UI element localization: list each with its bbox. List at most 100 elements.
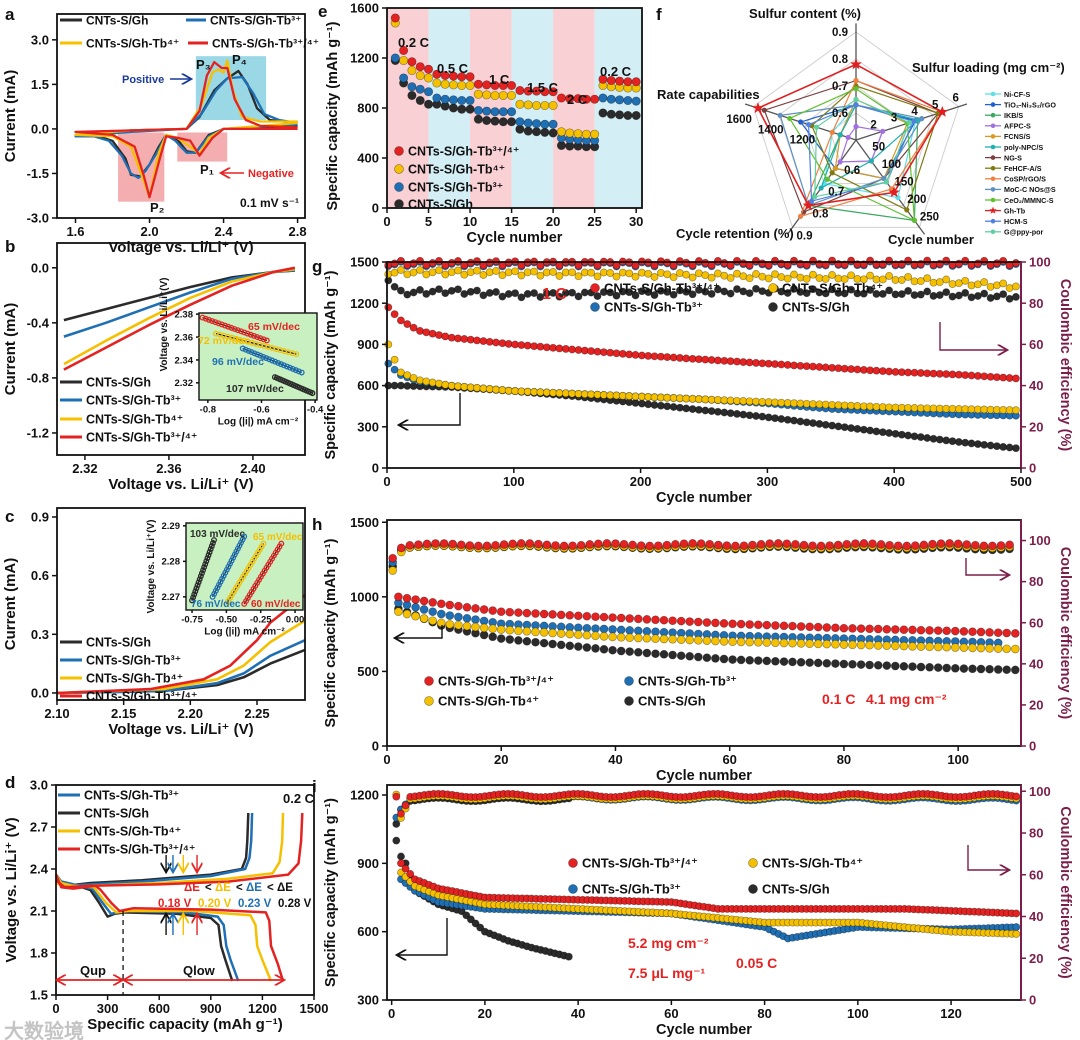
- tafel-point: [263, 337, 270, 344]
- legend-marker: [990, 134, 996, 139]
- ce-point: [473, 266, 481, 275]
- data-point: [598, 74, 608, 84]
- capacity-point: [539, 609, 549, 619]
- legend-marker: [990, 176, 996, 182]
- tafel-point: [247, 331, 254, 338]
- ce-point: [492, 267, 500, 275]
- radar-axis-label: Sulfur loading (mg cm⁻²): [912, 60, 1065, 75]
- data-point: [531, 119, 542, 129]
- legend-label: CNTs-S/Gh-Tb³⁺: [582, 882, 681, 897]
- ce-point: [485, 268, 494, 277]
- ce-point: [611, 539, 620, 548]
- radar-tick-label: 1600: [726, 114, 752, 126]
- capacity-point: [925, 662, 934, 672]
- ce-point: [619, 539, 629, 549]
- legend-label: CNTs-S/Gh-Tb⁴⁺: [86, 672, 183, 686]
- capacity-point: [462, 613, 472, 623]
- ce-point: [593, 292, 602, 301]
- capacity-point: [873, 624, 883, 634]
- radar-tick-label: 100: [882, 159, 901, 171]
- annotation: 1 C: [542, 286, 567, 303]
- ce-point: [885, 286, 894, 295]
- data-point: [448, 95, 458, 105]
- data-point: [540, 127, 550, 137]
- data-point: [423, 87, 434, 97]
- capacity-point: [445, 611, 455, 620]
- capacity-point: [908, 662, 917, 671]
- x-tick-label: 100: [503, 474, 525, 489]
- capacity-point: [885, 429, 894, 437]
- ce-point: [631, 261, 640, 270]
- capacity-point: [711, 636, 720, 646]
- legend-label: CNTs-S/Gh: [782, 300, 850, 315]
- ce-point: [745, 289, 754, 298]
- radar-marker: [910, 118, 917, 124]
- legend-label: CNTs-S/Gh-Tb³⁺: [86, 394, 181, 408]
- radar-marker: [883, 179, 890, 185]
- ce-point: [782, 539, 792, 549]
- legend-label: CNTs-S/Gh-Tb⁴⁺: [762, 856, 863, 871]
- tafel-point: [257, 352, 264, 359]
- x-tick-label: 20: [546, 214, 560, 229]
- capacity-point: [599, 632, 609, 641]
- x-tick-label: 2.15: [111, 706, 136, 721]
- ce-point: [979, 541, 989, 551]
- data-point: [631, 110, 641, 121]
- capacity-point: [548, 628, 557, 638]
- capacity-point: [409, 373, 418, 382]
- legend-item: CNTs-S/Gh-Tb³⁺: [568, 882, 681, 897]
- y2-tick-label: 60: [1029, 867, 1043, 882]
- capacity-point: [496, 634, 506, 643]
- ce-point: [536, 271, 545, 280]
- ce-point: [973, 292, 982, 300]
- capacity-point: [608, 645, 617, 655]
- x-tick-label: -0.4: [307, 405, 324, 416]
- ce-point: [636, 541, 646, 550]
- y-tick-label: 400: [357, 151, 379, 166]
- x-tick-label: 5: [425, 214, 432, 229]
- legend-item: CNTs-S/Gh-Tb³⁺/⁴⁺: [424, 674, 554, 689]
- data-point: [399, 45, 409, 56]
- capacity-point: [466, 915, 475, 924]
- capacity-point: [479, 623, 489, 633]
- ce-point: [645, 541, 655, 551]
- capacity-point: [522, 626, 532, 636]
- ce-point: [585, 540, 595, 549]
- x-axis-label: Voltage vs. Li/Li⁺ (V): [108, 239, 253, 256]
- tafel-point: [298, 369, 305, 376]
- ce-point: [726, 289, 735, 298]
- annotation: 0.05 C: [736, 955, 777, 971]
- radar-marker: [915, 117, 921, 123]
- data-point: [423, 99, 434, 109]
- legend-dot-swatch: [590, 283, 600, 293]
- radar-tick-label: 4: [911, 106, 918, 118]
- data-point: [515, 124, 525, 134]
- data-point: [448, 103, 458, 113]
- capacity-point: [831, 623, 840, 633]
- ce-point: [953, 539, 963, 549]
- radar-tick-label: 0.8: [812, 209, 829, 221]
- ce-point: [821, 289, 830, 298]
- data-point: [515, 99, 525, 109]
- ce-point: [414, 540, 423, 549]
- ce-point: [456, 540, 466, 550]
- x-tick-label: 2.8: [289, 224, 307, 239]
- capacity-point: [625, 647, 635, 656]
- capacity-point: [462, 602, 472, 612]
- ce-point: [516, 539, 526, 548]
- y2-tick-label: 80: [1029, 574, 1043, 589]
- radar-tick-label: 0.6: [832, 108, 848, 120]
- radar-marker: [853, 102, 859, 108]
- ce-point: [435, 285, 443, 294]
- capacity-point: [409, 323, 418, 332]
- x-tick-label: 0: [383, 752, 390, 767]
- x-axis-label: Cycle number: [656, 490, 752, 506]
- data-point: [507, 80, 517, 91]
- data-point: [407, 65, 417, 76]
- legend-label: CNTs-S/Gh-Tb³⁺: [408, 181, 503, 195]
- series-line: [74, 59, 298, 199]
- data-point: [399, 73, 409, 83]
- x-tick-label: 2.10: [44, 706, 69, 721]
- capacity-point: [676, 651, 686, 661]
- capacity-point: [476, 923, 485, 932]
